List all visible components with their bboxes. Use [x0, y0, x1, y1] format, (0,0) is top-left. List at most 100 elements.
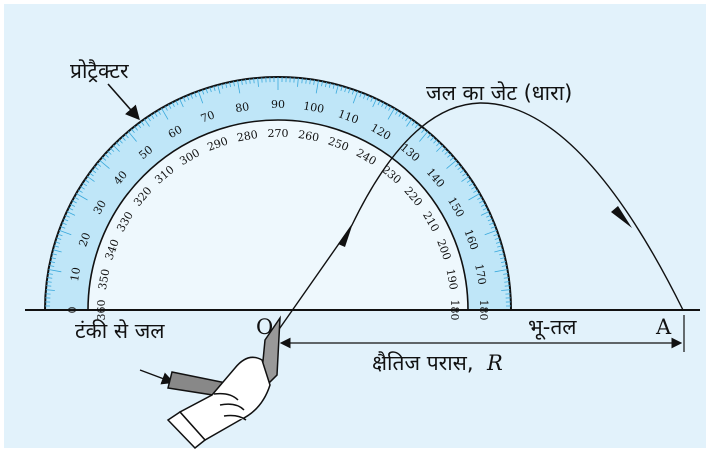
ground-label: भू-तल	[528, 315, 577, 340]
outer-scale-label: 10	[68, 266, 83, 282]
scale-tick	[348, 88, 351, 94]
scale-tick	[76, 193, 88, 201]
scale-tick	[497, 245, 503, 248]
scale-tick	[461, 176, 470, 182]
scale-tick	[495, 241, 501, 244]
scale-tick	[58, 229, 72, 236]
scale-tick	[161, 108, 169, 120]
scale-tick	[241, 79, 243, 85]
scale-tick	[297, 77, 299, 87]
scale-tick	[68, 207, 74, 211]
scale-tick	[147, 116, 151, 122]
scale-tick	[398, 112, 402, 117]
scale-tick	[372, 98, 377, 108]
scale-tick	[454, 163, 460, 167]
scale-tick	[253, 78, 255, 84]
scale-tick	[46, 285, 52, 287]
scale-tick	[473, 189, 478, 193]
scale-tick	[104, 153, 109, 158]
scale-tick	[433, 139, 438, 144]
scale-tick	[140, 121, 145, 126]
scale-tick	[50, 257, 56, 260]
scale-tick	[480, 203, 486, 207]
scale-tick	[245, 79, 247, 85]
scale-tick	[421, 128, 425, 134]
scale-tick	[449, 156, 455, 161]
scale-tick	[115, 142, 120, 147]
scale-tick	[57, 233, 63, 237]
scale-tick	[340, 85, 343, 91]
scale-tick	[486, 214, 492, 218]
scale-tick	[494, 237, 500, 240]
scale-tick	[229, 82, 231, 88]
outer-scale-label: 30	[91, 198, 109, 217]
inner-scale-label: 190	[444, 268, 460, 291]
scale-tick	[436, 144, 444, 152]
scale-tick	[501, 289, 511, 291]
scale-tick	[487, 218, 493, 222]
scale-tick	[64, 214, 70, 218]
scale-tick	[381, 102, 385, 108]
outer-scale-label: 90	[271, 98, 285, 111]
scale-tick	[47, 273, 53, 275]
scale-tick	[457, 166, 462, 170]
scale-tick	[157, 110, 161, 115]
protractor-label: प्रोट्रैक्टर	[70, 59, 129, 83]
scale-tick	[213, 85, 216, 91]
scale-tick	[494, 269, 508, 273]
scale-tick	[168, 104, 172, 109]
jet-arrow	[338, 223, 353, 247]
scale-tick	[499, 253, 505, 256]
scale-tick	[344, 87, 347, 93]
outer-scale-label: 170	[472, 263, 488, 286]
scale-tick	[370, 96, 374, 102]
scale-tick	[221, 83, 224, 89]
scale-tick	[179, 98, 184, 108]
scale-tick	[359, 92, 362, 98]
scale-tick	[493, 233, 499, 237]
protractor: 0102030405060708090100110120130140150160…	[44, 76, 512, 321]
scale-tick	[352, 90, 359, 104]
scale-tick	[388, 106, 392, 111]
scale-tick	[56, 237, 62, 240]
scale-tick	[332, 83, 335, 89]
scale-tick	[164, 106, 168, 111]
scale-tick	[63, 218, 69, 222]
scale-tick	[46, 281, 52, 283]
scale-tick	[468, 182, 474, 187]
scale-tick	[205, 88, 208, 94]
outer-scale-label: 20	[76, 231, 93, 249]
scale-tick	[482, 207, 488, 211]
scale-tick	[197, 90, 204, 104]
scale-tick	[182, 96, 186, 102]
scale-tick	[377, 100, 381, 106]
scale-tick	[301, 78, 303, 84]
scale-tick	[419, 131, 429, 142]
scale-tick	[217, 84, 221, 94]
scale-tick	[427, 133, 432, 139]
scale-tick	[395, 110, 399, 115]
scale-tick	[80, 186, 85, 190]
scale-tick	[70, 203, 76, 207]
scale-tick	[406, 118, 412, 127]
hand	[166, 315, 281, 450]
scale-tick	[249, 78, 251, 84]
range-label: क्षैतिज परास,	[372, 351, 474, 375]
scale-tick	[305, 78, 307, 84]
scale-tick	[154, 112, 158, 117]
end-label: A	[655, 315, 672, 339]
scale-tick	[237, 80, 241, 94]
scale-tick	[175, 100, 179, 106]
scale-tick	[118, 139, 123, 144]
scale-tick	[137, 123, 142, 129]
scale-tick	[309, 79, 311, 85]
scale-tick	[387, 108, 395, 120]
range-symbol: R	[486, 351, 503, 375]
scale-tick	[462, 172, 467, 177]
scale-tick	[99, 159, 110, 169]
scale-tick	[61, 222, 67, 225]
scale-tick	[479, 200, 484, 204]
scale-tick	[384, 104, 388, 109]
scale-tick	[405, 116, 409, 122]
scale-tick	[66, 211, 76, 216]
